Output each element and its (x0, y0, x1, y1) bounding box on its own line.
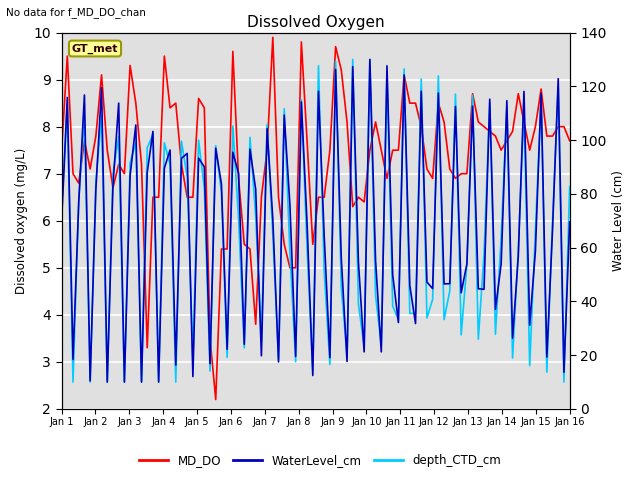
MD_DO (503, 138, 511, 144)
depth_CTD_cm (503, 104, 511, 110)
WaterLevel_cm (218, 181, 225, 187)
Legend: MD_DO, WaterLevel_cm, depth_CTD_cm: MD_DO, WaterLevel_cm, depth_CTD_cm (134, 449, 506, 472)
Line: depth_CTD_cm: depth_CTD_cm (61, 60, 570, 382)
depth_CTD_cm (218, 190, 225, 195)
WaterLevel_cm (503, 98, 511, 104)
MD_DO (212, 396, 220, 402)
depth_CTD_cm (349, 57, 356, 62)
MD_DO (492, 133, 499, 139)
Line: WaterLevel_cm: WaterLevel_cm (61, 60, 570, 382)
WaterLevel_cm (423, 279, 431, 285)
MD_DO (126, 62, 134, 68)
depth_CTD_cm (58, 207, 65, 213)
Y-axis label: Water Level (cm): Water Level (cm) (612, 170, 625, 271)
WaterLevel_cm (132, 122, 140, 128)
depth_CTD_cm (492, 331, 499, 337)
Title: Dissolved Oxygen: Dissolved Oxygen (247, 15, 385, 30)
MD_DO (554, 124, 562, 130)
WaterLevel_cm (566, 219, 573, 225)
depth_CTD_cm (69, 379, 77, 385)
Line: MD_DO: MD_DO (61, 37, 570, 399)
WaterLevel_cm (58, 219, 65, 225)
MD_DO (58, 147, 65, 153)
MD_DO (269, 35, 276, 40)
Text: No data for f_MD_DO_chan: No data for f_MD_DO_chan (6, 7, 147, 18)
WaterLevel_cm (554, 76, 562, 82)
Text: GT_met: GT_met (72, 43, 118, 54)
depth_CTD_cm (566, 183, 573, 189)
MD_DO (218, 246, 225, 252)
Y-axis label: Dissolved oxygen (mg/L): Dissolved oxygen (mg/L) (15, 148, 28, 294)
WaterLevel_cm (104, 379, 111, 385)
depth_CTD_cm (132, 140, 140, 145)
WaterLevel_cm (366, 57, 374, 62)
depth_CTD_cm (554, 84, 562, 89)
MD_DO (566, 138, 573, 144)
WaterLevel_cm (492, 307, 499, 312)
MD_DO (423, 166, 431, 172)
depth_CTD_cm (423, 315, 431, 321)
